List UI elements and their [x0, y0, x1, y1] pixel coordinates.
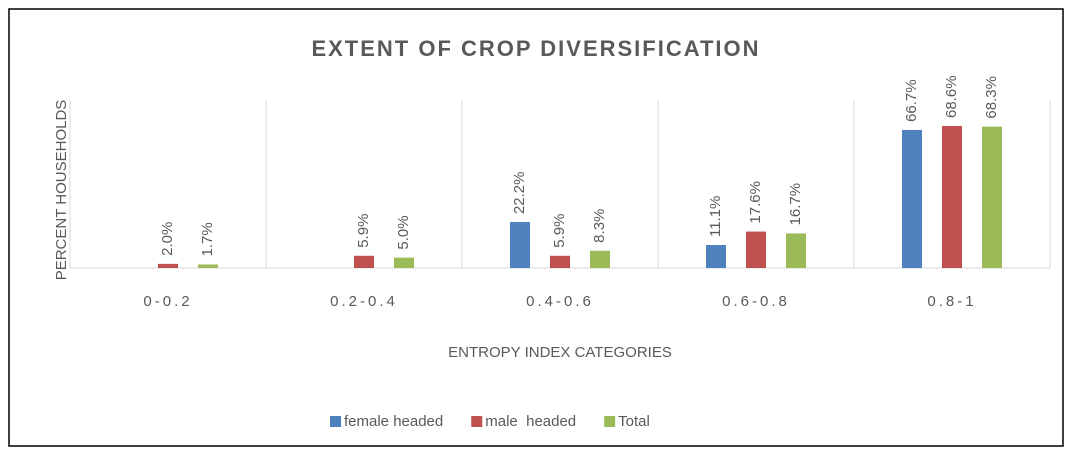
value-label: 8.3% — [591, 209, 608, 243]
bar — [902, 129, 922, 268]
x-axis-title: ENTROPY INDEX CATEGORIES — [448, 344, 672, 361]
bar — [158, 263, 178, 268]
legend-swatch — [604, 416, 616, 427]
value-label: 17.6% — [747, 181, 764, 224]
bar — [942, 126, 962, 268]
bar — [394, 257, 414, 268]
bar — [354, 255, 374, 268]
value-label: 68.3% — [983, 76, 1000, 119]
bar — [982, 126, 1002, 268]
bar — [746, 231, 766, 268]
value-label: 5.9% — [355, 214, 372, 248]
chart-border — [8, 8, 1064, 447]
bar — [786, 233, 806, 268]
value-label: 16.7% — [787, 183, 804, 226]
chart-title: EXTENT OF CROP DIVERSIFICATION — [311, 36, 760, 61]
value-label: 5.0% — [395, 215, 412, 249]
x-tick-label: 0.6-0.8 — [722, 293, 790, 310]
bar — [550, 255, 570, 268]
value-label: 2.0% — [159, 222, 176, 256]
value-label: 5.9% — [551, 214, 568, 248]
bar — [510, 222, 530, 268]
value-label: 1.7% — [199, 222, 216, 256]
value-label: 11.1% — [707, 196, 724, 237]
x-tick-label: 0.4-0.6 — [526, 293, 594, 310]
value-label: 22.2% — [511, 171, 528, 214]
x-tick-label: 0.2-0.4 — [330, 293, 398, 310]
value-label: 66.7% — [903, 79, 920, 122]
bar — [198, 264, 218, 268]
bar — [706, 245, 726, 268]
legend-swatch — [471, 416, 483, 427]
legend-label: Total — [618, 413, 650, 430]
x-tick-label: 0-0.2 — [143, 293, 192, 310]
bar — [590, 250, 610, 268]
y-axis-title: PERCENT HOUSEHOLDS — [53, 100, 70, 281]
value-label: 68.6% — [943, 75, 960, 118]
legend-swatch — [330, 416, 341, 427]
legend-label: female headed — [344, 413, 443, 430]
legend-label: male headed — [485, 413, 576, 430]
x-tick-label: 0.8-1 — [927, 293, 976, 310]
